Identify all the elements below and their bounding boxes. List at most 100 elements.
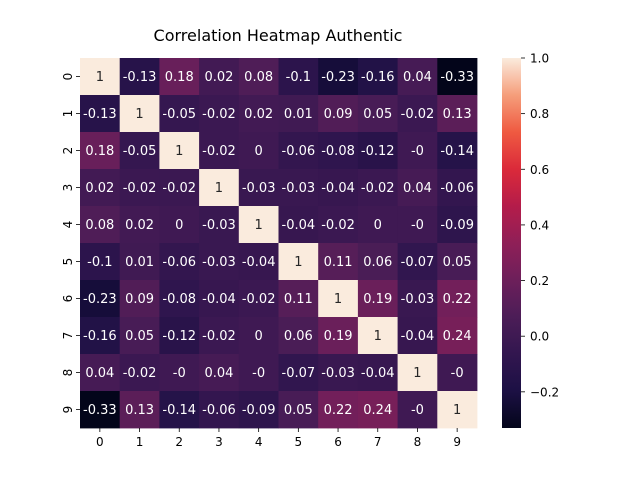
cell-annotation: 0.08 — [85, 218, 114, 233]
heatmap-cell — [159, 391, 200, 429]
heatmap-cell — [318, 280, 359, 318]
heatmap-cell — [318, 317, 359, 355]
heatmap-cell — [238, 169, 279, 207]
cell-annotation: 0.06 — [363, 255, 392, 270]
cell-annotation: 0.11 — [324, 255, 353, 270]
heatmap-cell — [159, 243, 200, 281]
y-tick-label: 0 — [61, 73, 75, 81]
cell-annotation: -0 — [411, 403, 424, 418]
heatmap-cell — [278, 391, 319, 429]
cell-annotation: 0.05 — [125, 329, 154, 344]
heatmap-cell — [397, 58, 438, 96]
heatmap-cell — [397, 317, 438, 355]
heatmap-cell — [119, 280, 160, 318]
heatmap-cell — [357, 280, 398, 318]
cell-annotation: 0.18 — [85, 144, 114, 159]
y-tick-label: 3 — [61, 184, 75, 192]
heatmap-cell — [80, 132, 121, 170]
cell-annotation: -0.02 — [123, 366, 157, 381]
heatmap-cell — [159, 58, 200, 96]
cell-annotation: -0.07 — [282, 366, 316, 381]
cell-annotation: -0.09 — [242, 403, 276, 418]
cell-annotation: 1 — [175, 144, 183, 159]
heatmap-cell — [159, 317, 200, 355]
heatmap-cell — [238, 206, 279, 244]
heatmap-cell — [437, 95, 478, 133]
heatmap-cell — [119, 58, 160, 96]
y-tick-label: 9 — [61, 406, 75, 414]
cell-annotation: 1 — [334, 292, 342, 307]
cell-annotation: 1 — [453, 403, 461, 418]
heatmap-cell — [357, 206, 398, 244]
cell-annotation: -0.06 — [440, 181, 474, 196]
heatmap-cell — [238, 354, 279, 392]
colorbar: 1.0 0.8 0.6 0.4 0.2 0.0 −0.2 — [502, 52, 559, 428]
cell-annotation: -0.33 — [440, 70, 474, 85]
cell-annotation: 0.02 — [125, 218, 154, 233]
cell-annotation: 0 — [175, 218, 183, 233]
cell-annotation: -0.06 — [202, 403, 236, 418]
cell-annotation: -0.03 — [202, 255, 236, 270]
cell-annotation: 0 — [255, 144, 263, 159]
cell-annotation: 0.22 — [443, 292, 472, 307]
cell-annotation: 0.02 — [244, 107, 273, 122]
cell-annotation: 0.11 — [284, 292, 313, 307]
heatmap-cell — [397, 206, 438, 244]
heatmap-cell — [80, 169, 121, 207]
heatmap-cell — [318, 132, 359, 170]
x-tick-label: 8 — [414, 435, 422, 449]
cell-annotation: 0.02 — [204, 70, 233, 85]
heatmap-cell — [278, 317, 319, 355]
heatmap-cell — [357, 317, 398, 355]
heatmap-cell — [80, 280, 121, 318]
cell-annotation: -0.16 — [83, 329, 117, 344]
cell-annotation: -0.13 — [83, 107, 117, 122]
heatmap-cell — [357, 169, 398, 207]
cell-annotation: 0.02 — [85, 181, 114, 196]
cell-annotation: -0.04 — [282, 218, 316, 233]
heatmap-cell — [278, 354, 319, 392]
cell-annotation: -0 — [411, 144, 424, 159]
heatmap-cell — [278, 280, 319, 318]
cell-annotation: 0.19 — [324, 329, 353, 344]
heatmap-cell — [80, 354, 121, 392]
y-tick-label: 6 — [61, 295, 75, 303]
heatmap-cell — [318, 354, 359, 392]
cell-annotation: 0.04 — [403, 181, 432, 196]
cell-annotation: -0.02 — [202, 107, 236, 122]
y-tick-label: 7 — [61, 332, 75, 340]
cell-annotation: 0.05 — [363, 107, 392, 122]
heatmap-cell — [278, 206, 319, 244]
cell-annotation: -0.02 — [401, 107, 435, 122]
heatmap-cell — [397, 169, 438, 207]
x-tick-label: 0 — [96, 435, 104, 449]
heatmap-cell — [278, 169, 319, 207]
x-tick-label: 1 — [136, 435, 144, 449]
heatmap-cell — [80, 391, 121, 429]
x-tick-label: 4 — [255, 435, 263, 449]
heatmap-cell — [199, 243, 240, 281]
cell-annotation: -0.1 — [87, 255, 112, 270]
cell-annotation: 0.13 — [125, 403, 154, 418]
heatmap-cell — [80, 58, 121, 96]
heatmap-cell — [119, 169, 160, 207]
heatmap-cell — [119, 354, 160, 392]
heatmap-cell — [357, 58, 398, 96]
x-tick-label: 5 — [295, 435, 303, 449]
chart-title: Correlation Heatmap Authentic — [154, 26, 403, 45]
colorbar-gradient — [502, 58, 521, 428]
cell-annotation: -0.16 — [361, 70, 395, 85]
heatmap-cell — [318, 243, 359, 281]
cell-annotation: 0.09 — [125, 292, 154, 307]
colorbar-tick-label: 0.0 — [530, 330, 549, 344]
cell-annotation: 0.04 — [204, 366, 233, 381]
cell-annotation: -0 — [252, 366, 265, 381]
heatmap-cell — [238, 280, 279, 318]
cell-annotation: 0.18 — [165, 70, 194, 85]
cell-annotation: -0.12 — [361, 144, 395, 159]
heatmap-cell — [397, 95, 438, 133]
heatmap-cell — [437, 317, 478, 355]
heatmap-cell — [159, 354, 200, 392]
heatmap-cell — [119, 317, 160, 355]
